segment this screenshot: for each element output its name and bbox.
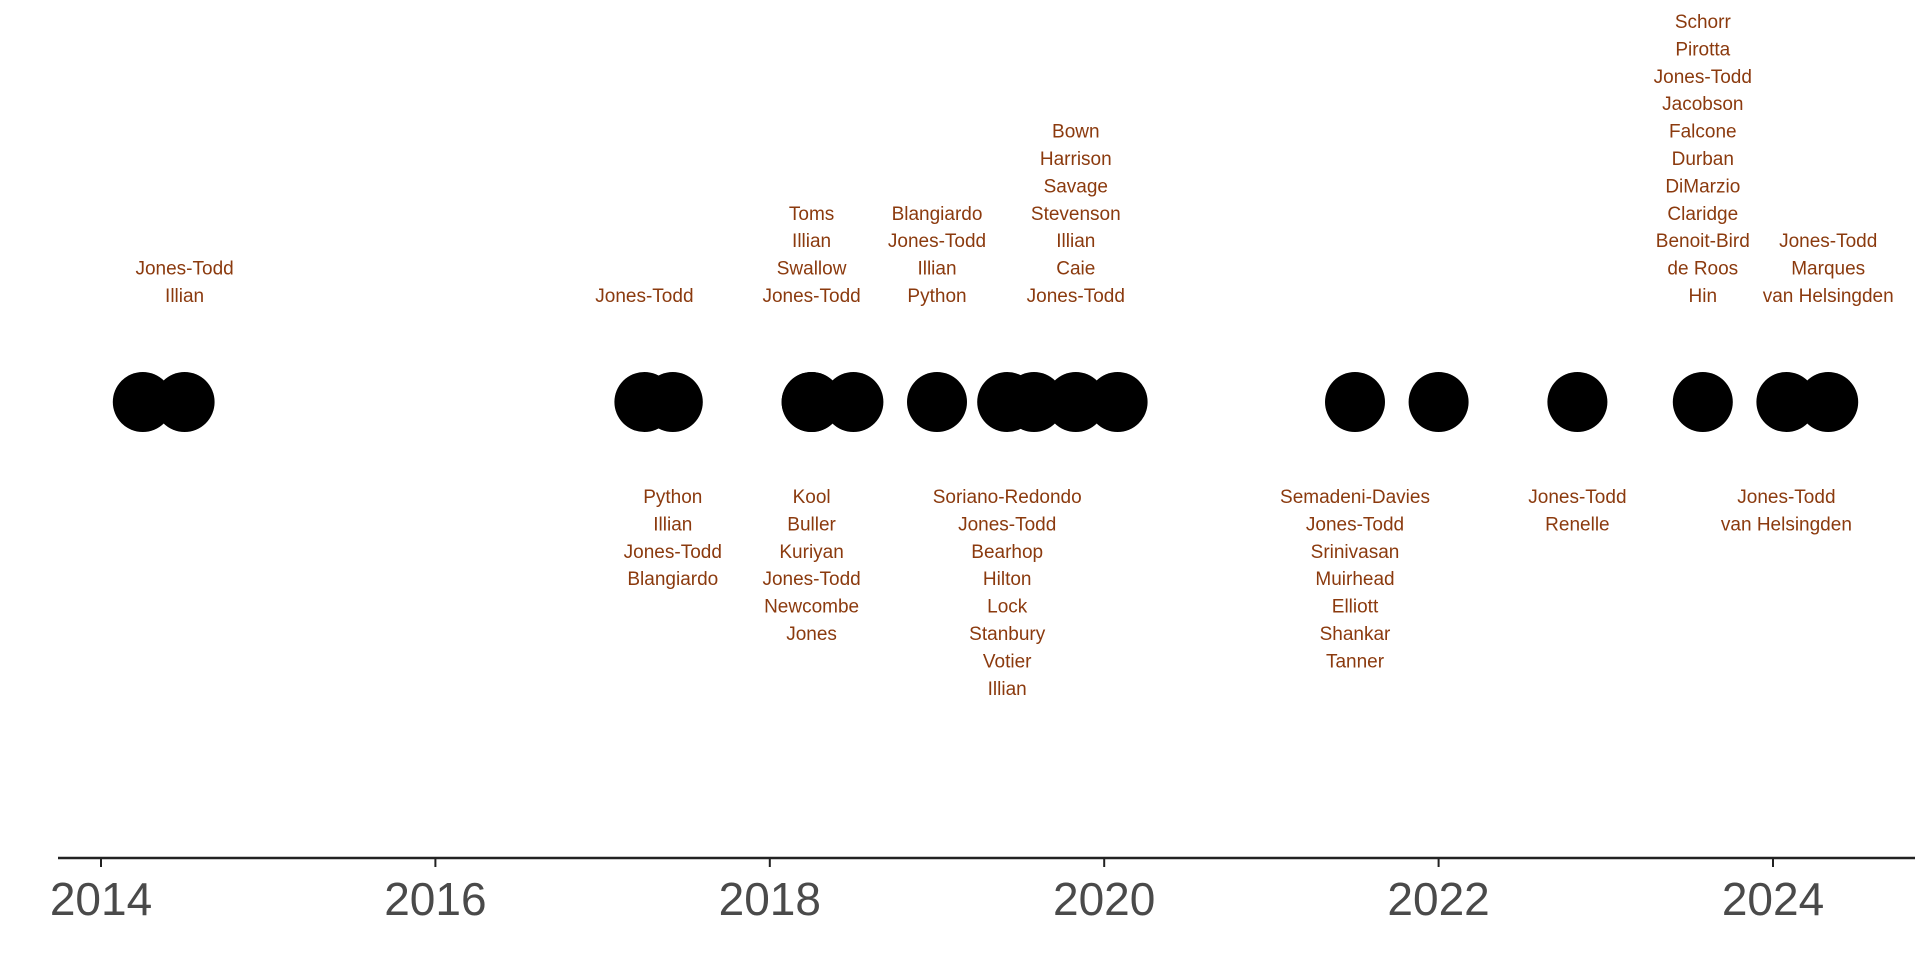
author-label: Tanner <box>1326 651 1385 672</box>
x-tick-label: 2024 <box>1722 873 1824 925</box>
author-label: Hin <box>1689 286 1718 307</box>
author-label: Jones-Todd <box>1027 286 1125 307</box>
author-label: Marques <box>1791 259 1865 280</box>
x-tick-label: 2020 <box>1053 873 1155 925</box>
author-label: Jones-Todd <box>1528 487 1626 508</box>
author-label: Illian <box>917 259 956 280</box>
publication-point <box>112 372 173 432</box>
author-label: Jones-Todd <box>762 286 860 307</box>
author-label: Stevenson <box>1031 204 1121 225</box>
author-label: van Helsingden <box>1763 286 1894 307</box>
author-label: Blangiardo <box>892 204 983 225</box>
author-label: Illian <box>792 231 831 252</box>
author-label: Soriano-Redondo <box>933 487 1082 508</box>
publication-point <box>1756 372 1817 432</box>
author-label: Jones-Todd <box>762 569 860 590</box>
author-label: Claridge <box>1667 204 1738 225</box>
author-label: Harrison <box>1040 149 1112 170</box>
author-label: Illian <box>653 514 692 535</box>
publication-point <box>642 372 703 432</box>
publication-point <box>823 372 884 432</box>
author-label: Srinivasan <box>1311 542 1400 563</box>
publication-point <box>1408 372 1469 432</box>
x-tick-label: 2014 <box>50 873 152 925</box>
author-label: Buller <box>787 514 836 535</box>
author-label: Jacobson <box>1662 94 1743 115</box>
author-label: Illian <box>988 679 1027 700</box>
author-label: Illian <box>165 286 204 307</box>
author-label: Durban <box>1672 149 1734 170</box>
author-label: Savage <box>1044 176 1108 197</box>
author-label: Toms <box>789 204 834 225</box>
author-label: Stanbury <box>969 624 1046 645</box>
author-label: Illian <box>1056 231 1095 252</box>
x-tick-label: 2016 <box>384 873 486 925</box>
x-tick-label: 2018 <box>719 873 821 925</box>
author-label: Bearhop <box>971 542 1043 563</box>
author-label: Muirhead <box>1315 569 1394 590</box>
publication-point <box>1087 372 1148 432</box>
author-label: Jones-Todd <box>1306 514 1404 535</box>
author-label: Blangiardo <box>627 569 718 590</box>
author-label: Renelle <box>1545 514 1609 535</box>
author-label: de Roos <box>1667 259 1738 280</box>
publication-point <box>781 372 842 432</box>
author-label: Newcombe <box>764 597 859 618</box>
author-label: Bown <box>1052 122 1100 143</box>
publication-point <box>1045 372 1106 432</box>
labels-layer: Jones-Todd Illian Jones-Todd Python Illian Jo… <box>135 12 1893 700</box>
author-label: Jones-Todd <box>1654 67 1752 88</box>
author-label: Jones-Todd <box>958 514 1056 535</box>
x-tick-label: 2022 <box>1387 873 1489 925</box>
author-label: Swallow <box>777 259 847 280</box>
author-label: Jones-Todd <box>595 286 693 307</box>
author-label: Pirotta <box>1675 39 1730 60</box>
publication-point <box>1325 372 1385 432</box>
publication-point <box>1547 372 1608 432</box>
author-label: Kool <box>793 487 831 508</box>
author-label: DiMarzio <box>1665 176 1740 197</box>
author-label: Hilton <box>983 569 1032 590</box>
author-label: Jones <box>786 624 837 645</box>
publication-point <box>1672 372 1733 432</box>
author-label: Semadeni-Davies <box>1280 487 1430 508</box>
author-label: Python <box>643 487 702 508</box>
publication-point <box>907 372 967 432</box>
author-label: Votier <box>983 651 1032 672</box>
author-label: van Helsingden <box>1721 514 1852 535</box>
points-layer <box>112 372 1859 432</box>
author-label: Shankar <box>1320 624 1391 645</box>
author-label: Elliott <box>1332 597 1379 618</box>
author-label: Jones-Todd <box>888 231 986 252</box>
publication-point <box>154 372 215 432</box>
publication-point <box>1798 372 1859 432</box>
author-label: Kuriyan <box>779 542 843 563</box>
author-label: Schorr <box>1675 12 1732 33</box>
author-label: Caie <box>1056 259 1095 280</box>
publication-point <box>1004 372 1064 432</box>
author-label: Falcone <box>1669 122 1737 143</box>
author-label: Jones-Todd <box>1737 487 1835 508</box>
author-label: Python <box>907 286 966 307</box>
author-label: Benoit-Bird <box>1656 231 1750 252</box>
author-label: Lock <box>987 597 1028 618</box>
author-label: Jones-Todd <box>624 542 722 563</box>
author-label: Jones-Todd <box>1779 231 1877 252</box>
author-label: Jones-Todd <box>135 259 233 280</box>
x-axis: 2014 2016 2018 2020 2022 2024 <box>50 856 1915 925</box>
